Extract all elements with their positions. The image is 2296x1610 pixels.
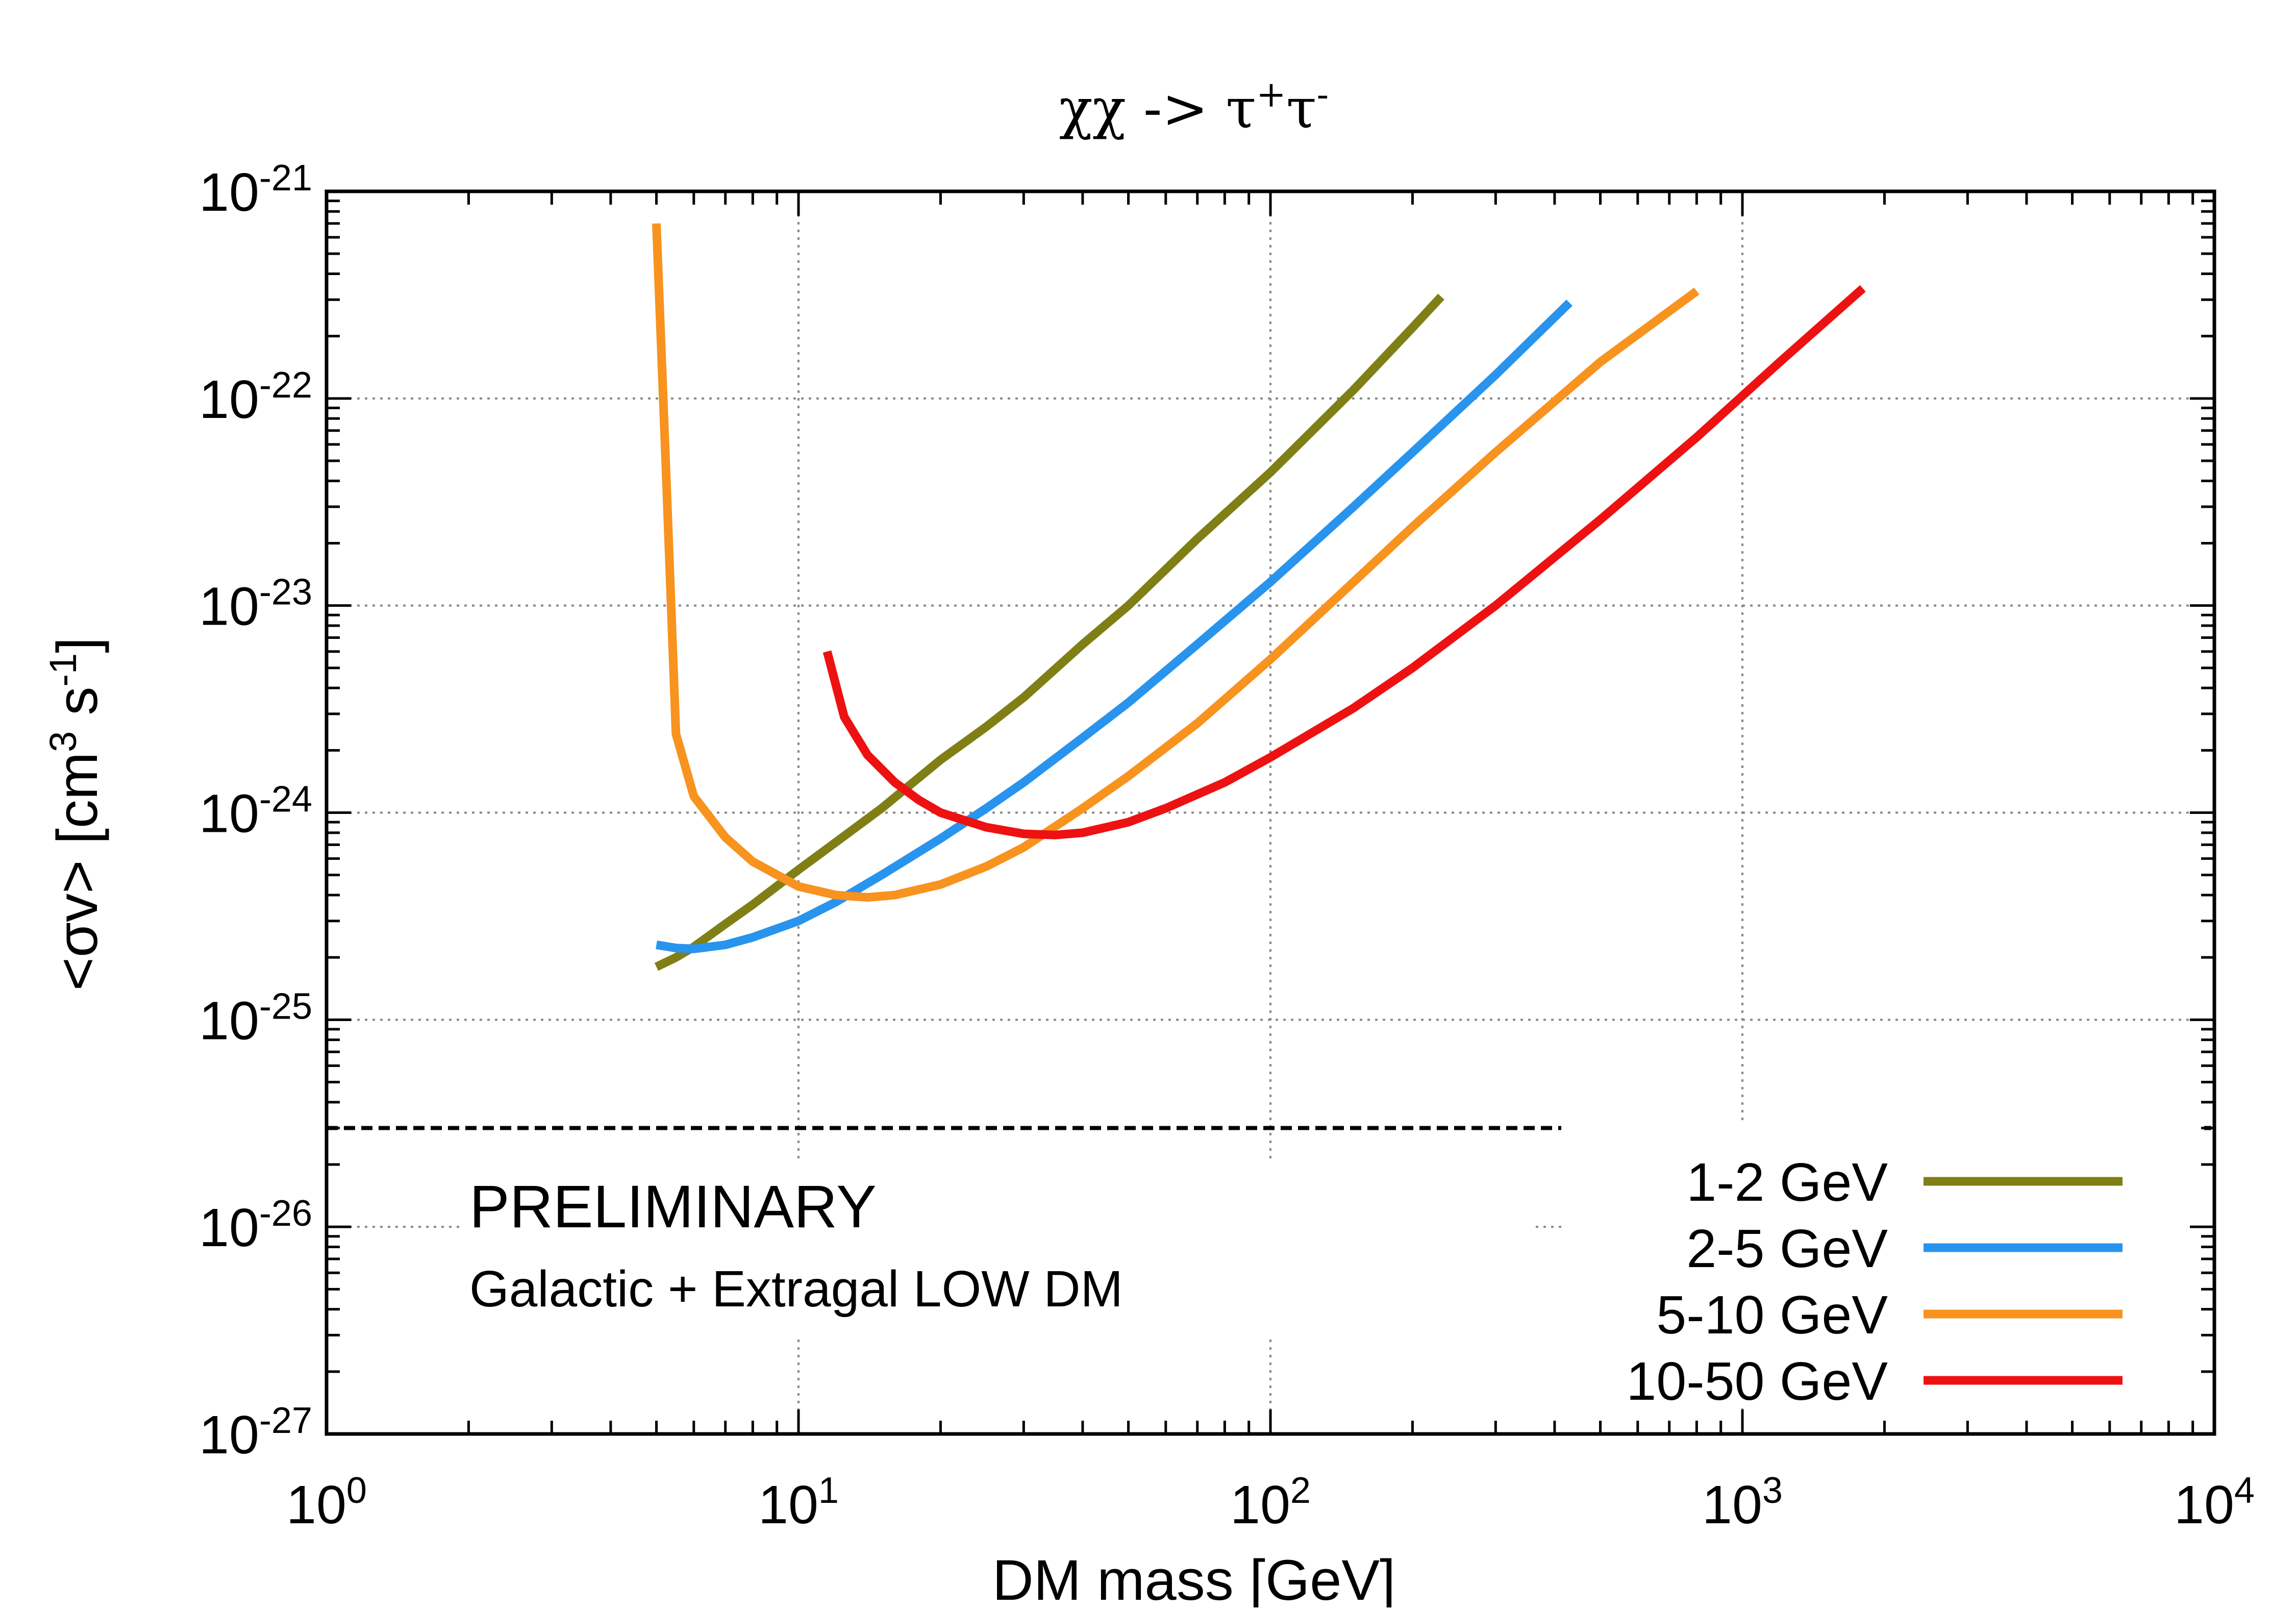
x-tick-label-base: 10 — [758, 1475, 818, 1535]
y-axis-label-mid: s — [45, 687, 109, 731]
y-axis-label-prefix: <σv> [cm — [45, 752, 109, 990]
legend-background-group — [459, 1123, 2204, 1408]
y-tick-label-exp: -26 — [259, 1193, 312, 1234]
chart-title-sup2: - — [1317, 73, 1329, 115]
series-line-10-50-GeV — [822, 285, 1866, 839]
x-tick-label: 104 — [2174, 1470, 2255, 1535]
y-tick-label: 10-23 — [199, 572, 312, 637]
chart-title-sup1: + — [1256, 73, 1286, 115]
x-tick-label-base: 10 — [1702, 1475, 1762, 1535]
y-tick-label: 10-26 — [199, 1193, 312, 1258]
legend-label-1-2-GeV: 1-2 GeV — [1686, 1152, 1888, 1212]
series-group — [652, 223, 1866, 971]
axis-ticks-group — [325, 191, 2214, 1435]
x-tick-label-exp: 0 — [346, 1470, 367, 1511]
y-tick-label: 10-22 — [199, 365, 312, 430]
y-tick-label-exp: -27 — [259, 1400, 312, 1441]
x-tick-label-exp: 1 — [818, 1470, 839, 1511]
x-tick-label: 100 — [286, 1470, 367, 1535]
y-tick-label-exp: -25 — [259, 986, 312, 1027]
legend-label-10-50-GeV: 10-50 GeV — [1626, 1351, 1888, 1411]
y-axis-label: <σv> [cm3 s-1] — [42, 637, 110, 991]
y-tick-label-exp: -22 — [259, 365, 312, 406]
chart-title-base: χχ -> τ — [1059, 77, 1256, 141]
y-tick-label-base: 10 — [199, 784, 259, 844]
legend-label-2-5-GeV: 2-5 GeV — [1686, 1219, 1888, 1279]
annotation-dataset: Galactic + Extragal LOW DM — [469, 1260, 1123, 1318]
y-tick-label-exp: -21 — [259, 158, 312, 199]
legend-background — [1561, 1123, 2204, 1408]
x-tick-label-base: 10 — [1230, 1475, 1290, 1535]
tick-labels-group: 100 101 102 103 10410-2110-2210-2310-2410-25… — [199, 158, 2255, 1535]
y-axis-label-suffix: ] — [45, 637, 109, 653]
series-line-2-5-GeV — [656, 300, 1573, 953]
series-line-5-10-GeV — [652, 223, 1700, 902]
y-axis-label-sup2: -1 — [42, 653, 84, 687]
y-tick-label: 10-27 — [199, 1400, 312, 1465]
x-tick-label-base: 10 — [286, 1475, 346, 1535]
x-tick-label: 103 — [1702, 1470, 1783, 1535]
annotation-preliminary: PRELIMINARY — [469, 1173, 877, 1241]
legend-label-5-10-GeV: 5-10 GeV — [1656, 1285, 1888, 1345]
y-tick-label: 10-24 — [199, 779, 312, 844]
x-tick-label-exp: 3 — [1762, 1470, 1783, 1511]
x-tick-label-exp: 4 — [2234, 1470, 2255, 1511]
x-tick-label: 101 — [758, 1470, 839, 1535]
chart-title-mid: τ — [1286, 77, 1317, 141]
y-tick-label-base: 10 — [199, 1198, 259, 1258]
y-tick-label-base: 10 — [199, 162, 259, 222]
y-tick-label-base: 10 — [199, 577, 259, 637]
x-tick-label: 102 — [1230, 1470, 1311, 1535]
y-tick-label: 10-25 — [199, 986, 312, 1051]
y-tick-label-base: 10 — [199, 369, 259, 430]
chart-title: χχ -> τ+τ- — [1059, 73, 1329, 141]
y-tick-label-base: 10 — [199, 990, 259, 1051]
y-tick-label-exp: -24 — [259, 779, 312, 820]
y-axis-label-sup1: 3 — [42, 731, 84, 752]
annotation-background — [459, 1163, 1536, 1337]
x-tick-label-base: 10 — [2174, 1475, 2234, 1535]
y-tick-label: 10-21 — [199, 158, 312, 222]
x-axis-label: DM mass [GeV] — [992, 1548, 1395, 1607]
y-tick-label-base: 10 — [199, 1405, 259, 1465]
series-line-1-2-GeV — [654, 293, 1444, 971]
y-tick-label-exp: -23 — [259, 572, 312, 613]
x-tick-label-exp: 2 — [1290, 1470, 1311, 1511]
